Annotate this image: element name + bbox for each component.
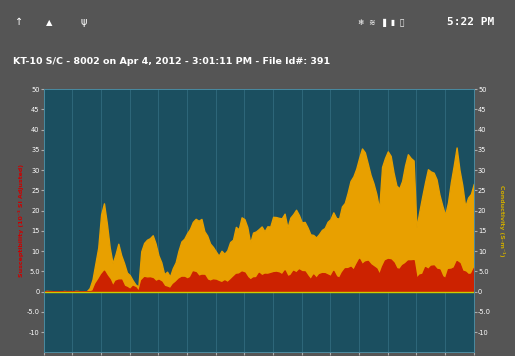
Y-axis label: Conductivity (S·m⁻¹): Conductivity (S·m⁻¹) <box>500 185 505 257</box>
Text: 5:22 PM: 5:22 PM <box>448 17 495 27</box>
Text: ❄  ≋  ▐  ▮  ⏰: ❄ ≋ ▐ ▮ ⏰ <box>358 18 405 27</box>
Text: ψ: ψ <box>81 17 87 27</box>
Text: ↑: ↑ <box>15 17 23 27</box>
Text: ▲: ▲ <box>45 18 52 27</box>
Y-axis label: Susceptibility (10⁻³ SI Adjusted): Susceptibility (10⁻³ SI Adjusted) <box>18 164 24 277</box>
Text: KT-10 S/C - 8002 on Apr 4, 2012 - 3:01:11 PM - File Id#: 391: KT-10 S/C - 8002 on Apr 4, 2012 - 3:01:1… <box>13 57 330 66</box>
